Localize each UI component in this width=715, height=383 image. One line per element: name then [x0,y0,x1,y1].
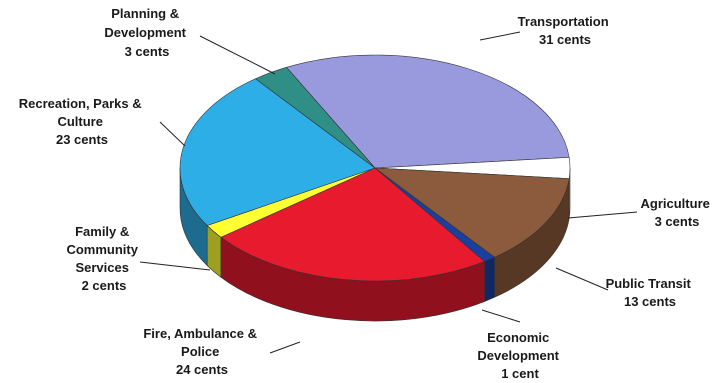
pie-side-economic-development [484,256,495,302]
label-fire-ambulance-police: Fire, Ambulance & Police 24 cents [143,326,260,377]
label-recreation-parks-culture: Recreation, Parks & Culture 23 cents [19,96,145,147]
pie-sides [179,167,571,322]
pie-slices [179,54,571,282]
pie-slice-fire-ambulance-police [220,167,486,282]
label-economic-development: Economic Development 1 cent [477,330,562,381]
label-transportation: Transportation 31 cents [518,14,613,47]
leader-lines [139,31,638,354]
label-family-community-services: Family & Community Services 2 cents [66,224,141,293]
label-public-transit: Public Transit 13 cents [606,276,695,309]
label-agriculture: Agriculture 3 cents [641,196,714,229]
label-planning-development: Planning & Development 3 cents [104,6,189,59]
leader-line-family-community-services [139,261,211,271]
leader-line-planning-development [199,35,276,75]
leader-line-fire-ambulance-police [269,341,301,354]
leader-line-transportation [479,31,521,41]
pie-slice-public-transit [374,167,570,258]
leader-line-recreation-parks-culture [159,121,186,147]
leader-line-public-transit [555,267,609,291]
pie-slice-planning-development [254,66,376,169]
pie-slice-transportation [285,54,570,169]
leader-line-economic-development [481,309,521,323]
pie-slice-recreation-parks-culture [179,78,376,226]
leader-line-agriculture [567,211,638,219]
